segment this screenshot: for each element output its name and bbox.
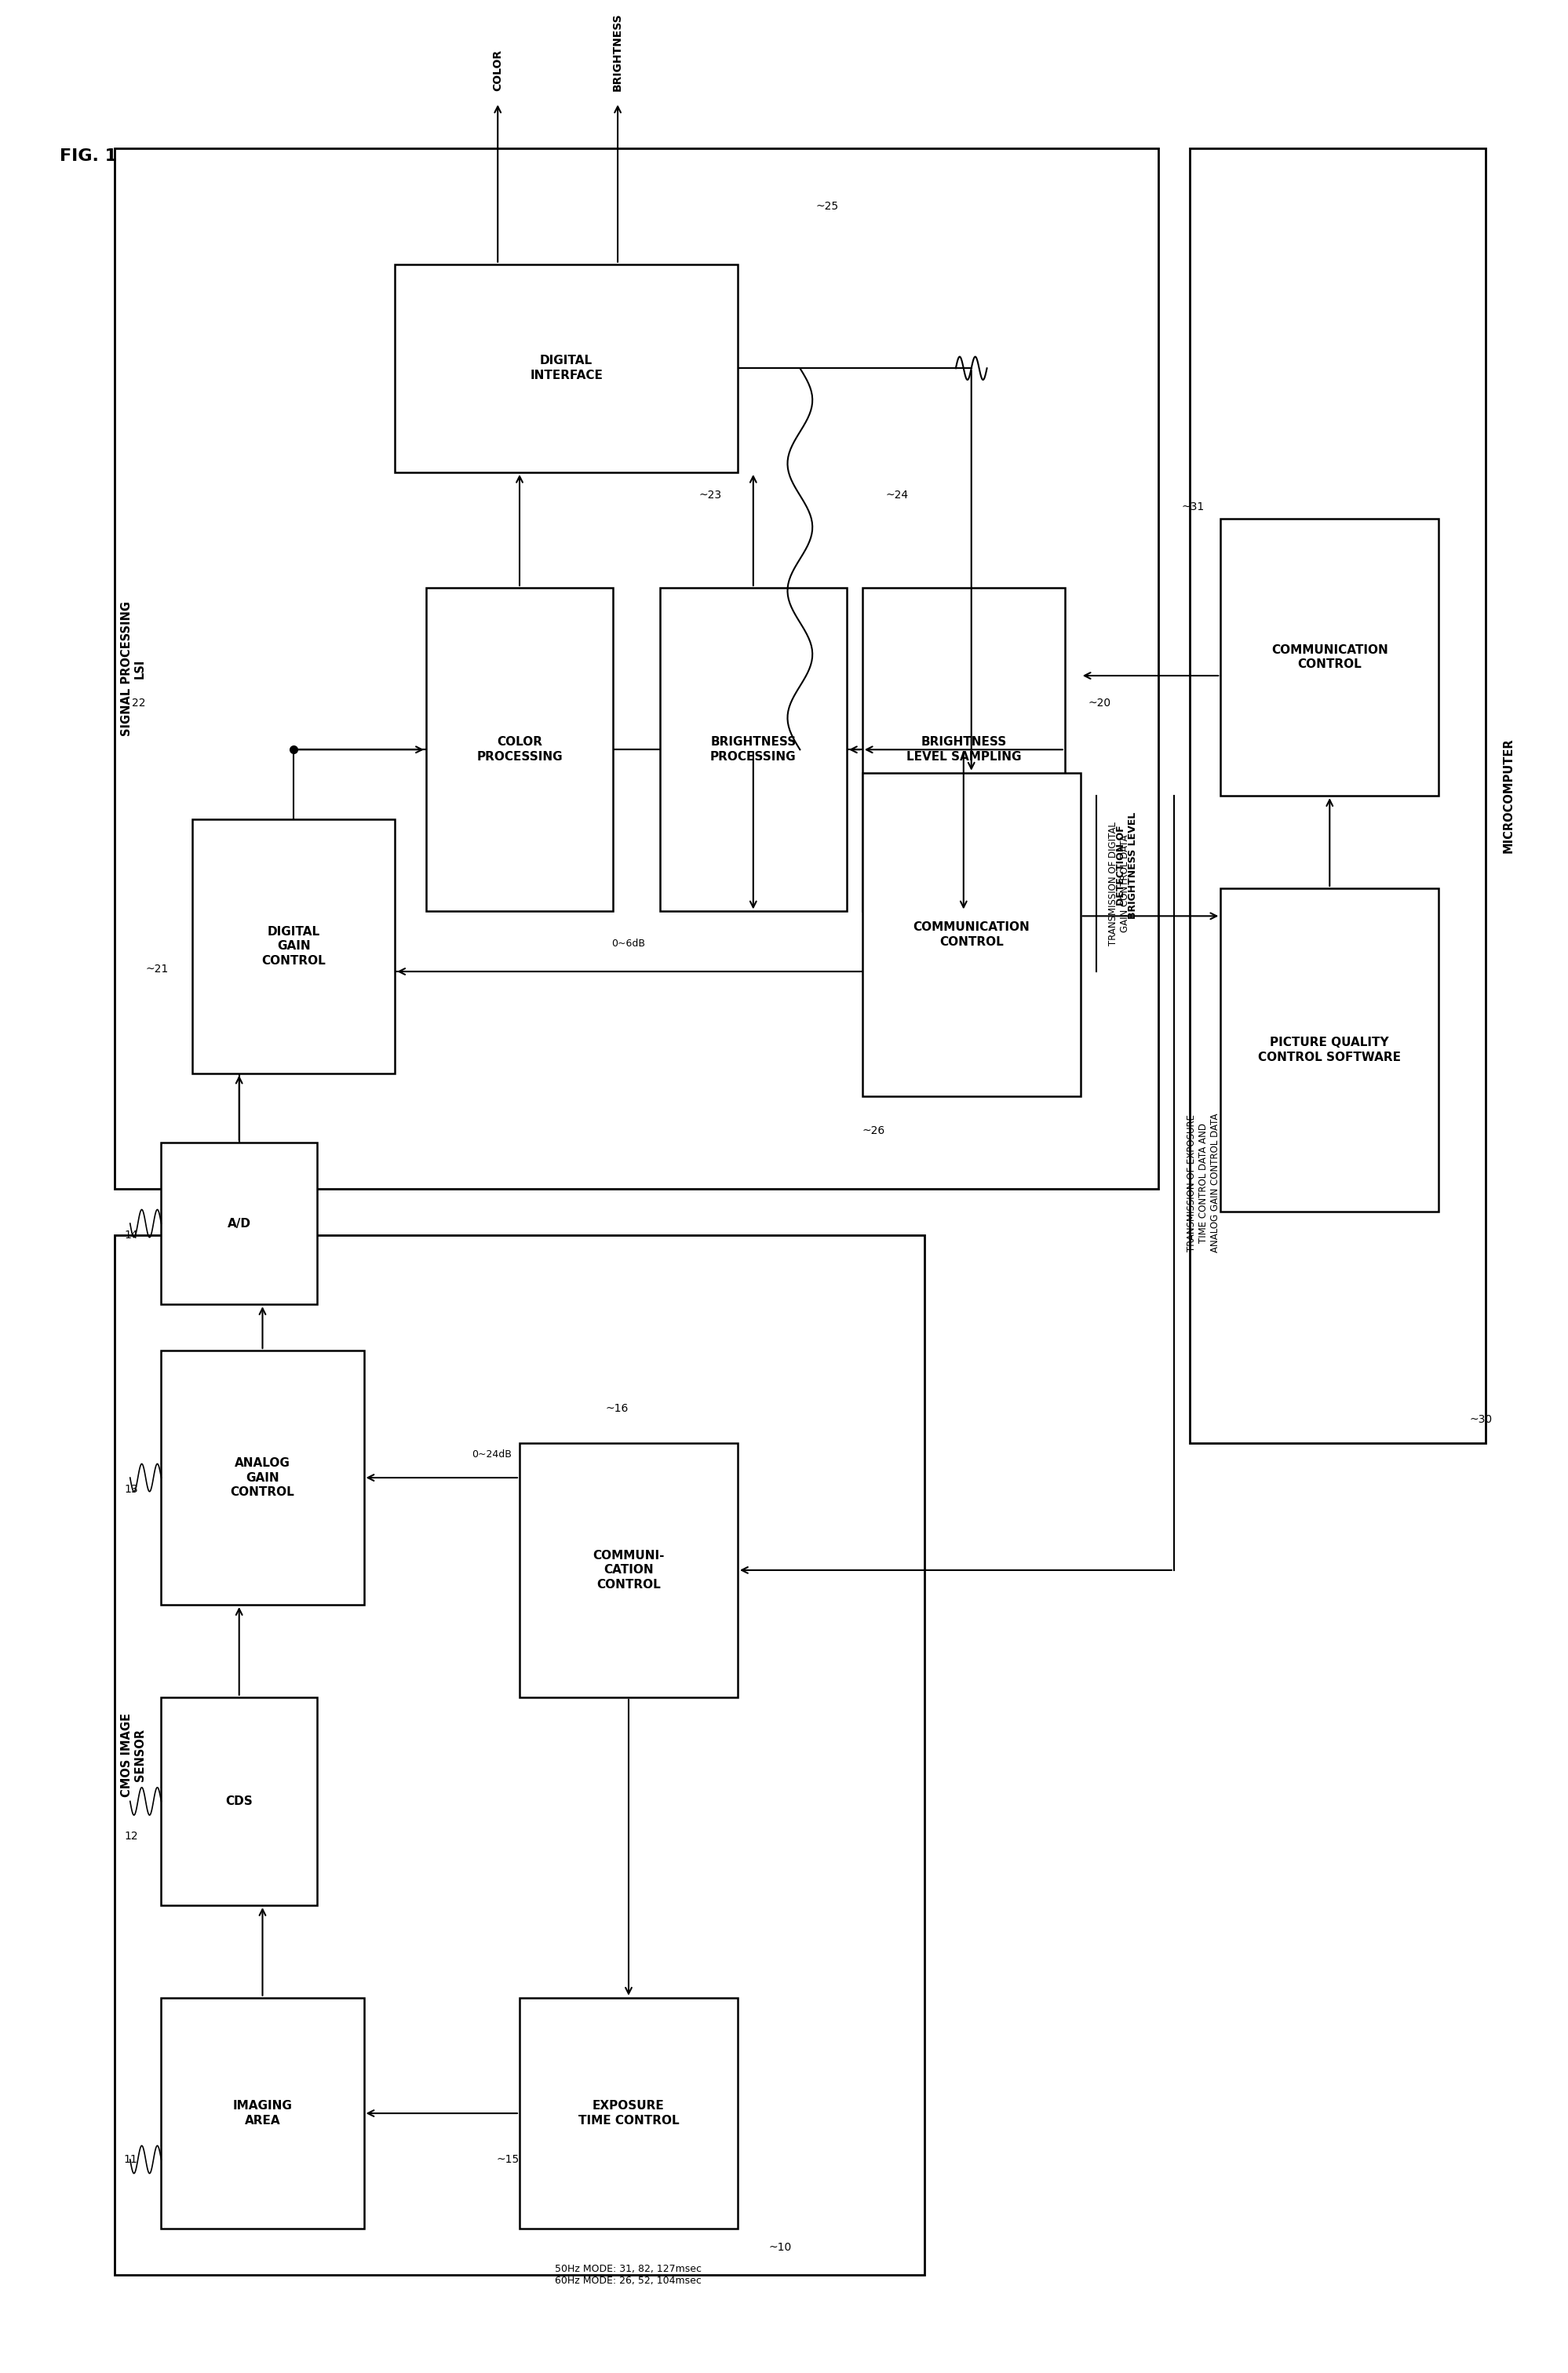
Bar xyxy=(519,1998,737,2228)
Text: ~16: ~16 xyxy=(605,1402,627,1414)
Text: COMMUNI-
CATION
CONTROL: COMMUNI- CATION CONTROL xyxy=(593,1550,665,1590)
Bar xyxy=(1220,888,1438,1213)
Bar xyxy=(395,263,737,472)
Text: ~26: ~26 xyxy=(862,1125,884,1137)
Text: COMMUNICATION
CONTROL: COMMUNICATION CONTROL xyxy=(913,921,1029,947)
Text: DIGITAL
INTERFACE: DIGITAL INTERFACE xyxy=(530,356,602,382)
Text: COLOR: COLOR xyxy=(492,50,503,90)
Text: ~30: ~30 xyxy=(1469,1414,1493,1426)
Text: 11: 11 xyxy=(124,2155,138,2164)
Text: 12: 12 xyxy=(124,1830,138,1841)
Bar xyxy=(1189,149,1485,1443)
Bar xyxy=(162,1998,364,2228)
Bar xyxy=(862,589,1065,911)
Text: CDS: CDS xyxy=(226,1796,252,1808)
Text: 13: 13 xyxy=(124,1483,138,1495)
Text: BRIGHTNESS: BRIGHTNESS xyxy=(612,12,622,90)
Text: CMOS IMAGE
SENSOR: CMOS IMAGE SENSOR xyxy=(121,1713,146,1796)
Text: TRANSMISSION OF EXPOSURE
TIME CONTROL DATA AND
ANALOG GAIN CONTROL DATA: TRANSMISSION OF EXPOSURE TIME CONTROL DA… xyxy=(1185,1113,1220,1253)
Text: ~20: ~20 xyxy=(1088,698,1110,710)
Bar xyxy=(162,1697,317,1906)
Text: BRIGHTNESS
LEVEL SAMPLING: BRIGHTNESS LEVEL SAMPLING xyxy=(906,736,1021,762)
Text: DIGITAL
GAIN
CONTROL: DIGITAL GAIN CONTROL xyxy=(262,925,326,966)
Bar xyxy=(114,1234,924,2276)
Text: ~24: ~24 xyxy=(886,489,908,501)
Text: 0~24dB: 0~24dB xyxy=(472,1450,511,1459)
Text: 22: 22 xyxy=(132,698,146,710)
Text: TRANSMISSION OF DIGITAL
GAIN CONTROL DATA: TRANSMISSION OF DIGITAL GAIN CONTROL DAT… xyxy=(1109,821,1131,944)
Text: FIG. 1: FIG. 1 xyxy=(60,149,118,164)
Text: COMMUNICATION
CONTROL: COMMUNICATION CONTROL xyxy=(1270,643,1388,669)
Text: 0~6dB: 0~6dB xyxy=(612,937,644,949)
Bar xyxy=(162,1141,317,1305)
Text: DETECTION OF
BRIGHTNESS LEVEL: DETECTION OF BRIGHTNESS LEVEL xyxy=(1115,812,1137,918)
Bar xyxy=(862,774,1080,1096)
Text: ~31: ~31 xyxy=(1181,501,1204,513)
Text: ~25: ~25 xyxy=(815,202,837,211)
Text: COLOR
PROCESSING: COLOR PROCESSING xyxy=(477,736,563,762)
Text: SIGNAL PROCESSING
LSI: SIGNAL PROCESSING LSI xyxy=(121,600,146,736)
Bar xyxy=(193,819,395,1073)
Text: ~21: ~21 xyxy=(146,963,168,975)
Bar xyxy=(519,1443,737,1697)
Bar xyxy=(1220,517,1438,795)
Bar xyxy=(660,589,847,911)
Text: 50Hz MODE: 31, 82, 127msec
60Hz MODE: 26, 52, 104msec: 50Hz MODE: 31, 82, 127msec 60Hz MODE: 26… xyxy=(555,2264,701,2285)
Text: 14: 14 xyxy=(124,1229,138,1241)
Text: ~10: ~10 xyxy=(768,2242,792,2252)
Bar xyxy=(114,149,1157,1189)
Text: ~15: ~15 xyxy=(495,2155,519,2164)
Text: A/D: A/D xyxy=(227,1217,251,1229)
Text: BRIGHTNESS
PROCESSING: BRIGHTNESS PROCESSING xyxy=(710,736,797,762)
Text: EXPOSURE
TIME CONTROL: EXPOSURE TIME CONTROL xyxy=(579,2100,679,2126)
Text: IMAGING
AREA: IMAGING AREA xyxy=(232,2100,292,2126)
Text: ~23: ~23 xyxy=(698,489,721,501)
Bar xyxy=(426,589,613,911)
Text: ANALOG
GAIN
CONTROL: ANALOG GAIN CONTROL xyxy=(230,1457,295,1497)
Text: MICROCOMPUTER: MICROCOMPUTER xyxy=(1502,738,1515,854)
Text: PICTURE QUALITY
CONTROL SOFTWARE: PICTURE QUALITY CONTROL SOFTWARE xyxy=(1258,1037,1400,1063)
Bar xyxy=(162,1350,364,1604)
